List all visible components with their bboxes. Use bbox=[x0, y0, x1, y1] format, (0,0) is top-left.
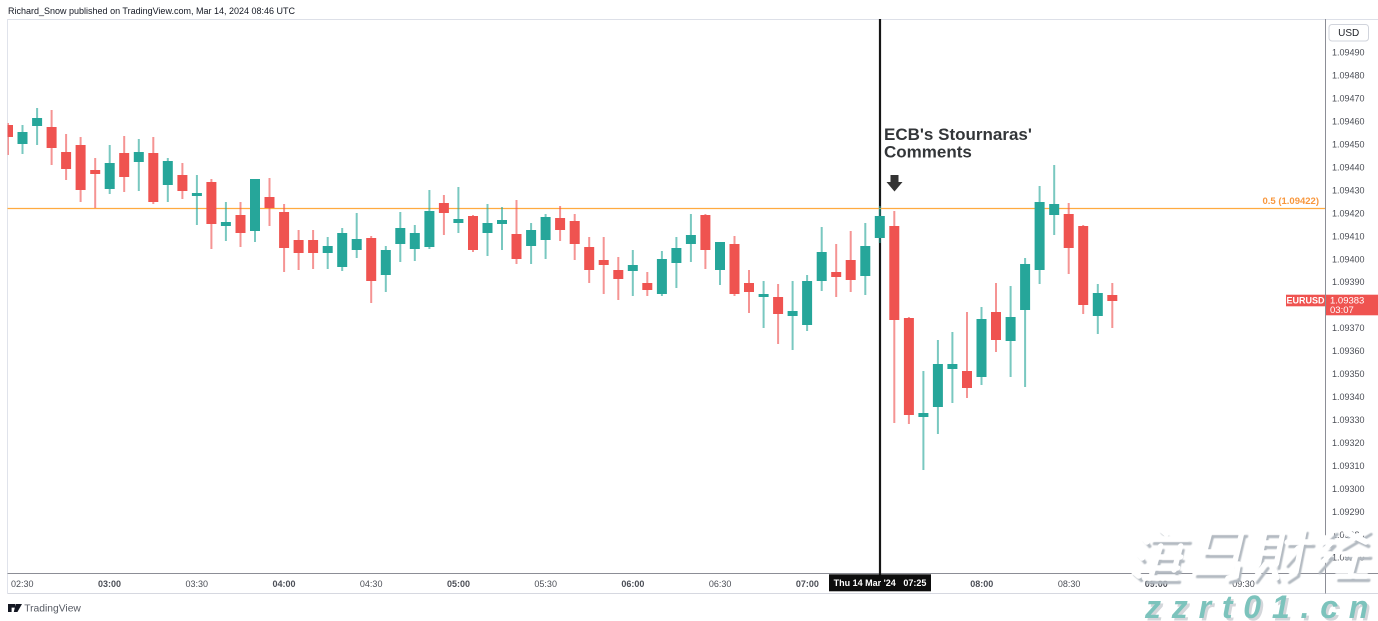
svg-text:zzrt01.cn: zzrt01.cn bbox=[1144, 589, 1378, 621]
svg-text:USD: USD bbox=[1338, 28, 1359, 39]
svg-text:1.09490: 1.09490 bbox=[1332, 48, 1365, 58]
svg-text:1.09390: 1.09390 bbox=[1332, 277, 1365, 287]
svg-text:zzrt01.cn: zzrt01.cn bbox=[1147, 592, 1378, 621]
svg-text:ECB's Stournaras': ECB's Stournaras' bbox=[884, 125, 1032, 144]
svg-text:1.09320: 1.09320 bbox=[1332, 438, 1365, 448]
svg-text:09:30: 09:30 bbox=[1232, 579, 1255, 589]
svg-text:1.09310: 1.09310 bbox=[1332, 461, 1365, 471]
svg-text:1.09383: 1.09383 bbox=[1330, 295, 1364, 306]
svg-text:08:00: 08:00 bbox=[970, 579, 993, 589]
svg-text:03:00: 03:00 bbox=[98, 579, 121, 589]
svg-text:1.09410: 1.09410 bbox=[1332, 231, 1365, 241]
svg-text:1.09460: 1.09460 bbox=[1332, 117, 1365, 127]
svg-text:1.09400: 1.09400 bbox=[1332, 254, 1365, 264]
svg-text:1.09330: 1.09330 bbox=[1332, 415, 1365, 425]
svg-text:1.09420: 1.09420 bbox=[1332, 208, 1365, 218]
svg-text:06:30: 06:30 bbox=[709, 579, 732, 589]
svg-text:1.09440: 1.09440 bbox=[1332, 163, 1365, 173]
svg-text:TradingView: TradingView bbox=[24, 603, 81, 614]
svg-text:05:30: 05:30 bbox=[534, 579, 557, 589]
svg-text:04:30: 04:30 bbox=[360, 579, 383, 589]
svg-text:1.09300: 1.09300 bbox=[1332, 484, 1365, 494]
svg-text:1.09290: 1.09290 bbox=[1332, 507, 1365, 517]
svg-text:1.09480: 1.09480 bbox=[1332, 71, 1365, 81]
svg-text:1.09360: 1.09360 bbox=[1332, 346, 1365, 356]
svg-text:06:00: 06:00 bbox=[621, 579, 644, 589]
svg-text:Richard_Snow published on Trad: Richard_Snow published on TradingView.co… bbox=[8, 6, 295, 16]
svg-text:03:07: 03:07 bbox=[1330, 305, 1354, 316]
svg-text:05:00: 05:00 bbox=[447, 579, 470, 589]
svg-text:0.5 (1.09422): 0.5 (1.09422) bbox=[1262, 196, 1319, 207]
svg-text:1.09340: 1.09340 bbox=[1332, 392, 1365, 402]
svg-text:EURUSD: EURUSD bbox=[1286, 296, 1325, 306]
svg-text:Comments: Comments bbox=[884, 143, 972, 162]
svg-text:07:00: 07:00 bbox=[796, 579, 819, 589]
svg-text:1.09350: 1.09350 bbox=[1332, 369, 1365, 379]
svg-text:1.09430: 1.09430 bbox=[1332, 185, 1365, 195]
svg-text:08:30: 08:30 bbox=[1058, 579, 1081, 589]
svg-text:1.09470: 1.09470 bbox=[1332, 94, 1365, 104]
svg-text:1.09370: 1.09370 bbox=[1332, 323, 1365, 333]
svg-text:03:30: 03:30 bbox=[186, 579, 209, 589]
svg-text:1.09450: 1.09450 bbox=[1332, 140, 1365, 150]
svg-text:Thu 14 Mar '24 07:25: Thu 14 Mar '24 07:25 bbox=[834, 578, 927, 588]
svg-text:02:30: 02:30 bbox=[11, 579, 34, 589]
svg-text:04:00: 04:00 bbox=[272, 579, 295, 589]
